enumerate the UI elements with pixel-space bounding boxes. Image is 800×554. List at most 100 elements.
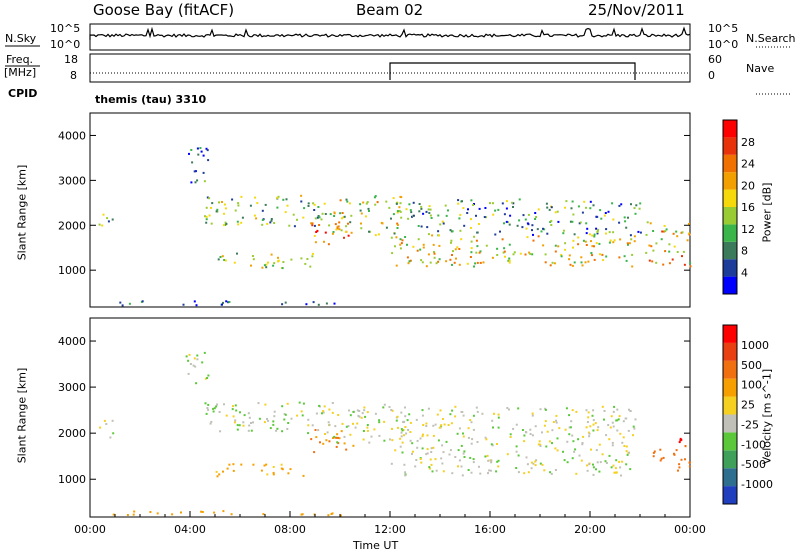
scatter-cell <box>688 461 691 464</box>
scatter-cell <box>622 420 625 423</box>
scatter-cell <box>530 461 533 464</box>
scatter-cell <box>328 408 331 411</box>
scatter-cell <box>566 461 569 464</box>
scatter-cell <box>347 222 349 225</box>
scatter-cell <box>432 424 435 427</box>
scatter-cell <box>293 225 296 228</box>
scatter-cell <box>354 426 357 429</box>
scatter-cell <box>457 449 460 452</box>
scatter-cell <box>662 230 665 233</box>
scatter-cell <box>633 427 636 430</box>
scatter-cell <box>659 459 662 462</box>
scatter-cell <box>378 419 381 422</box>
scatter-cell <box>603 410 606 412</box>
x-tick-label: 12:00 <box>374 523 406 536</box>
scatter-cell <box>605 232 607 235</box>
scatter-cell <box>516 224 519 227</box>
scatter-cell <box>240 195 243 198</box>
scatter-cell <box>349 414 352 417</box>
freq-panel-frame <box>89 53 691 83</box>
colorbar-tick-label: -100 <box>741 438 766 451</box>
scatter-cell <box>678 466 681 469</box>
scatter-cell <box>224 223 227 226</box>
scatter-cell <box>508 223 511 226</box>
scatter-cell <box>506 407 509 409</box>
nsky-label: N.Sky <box>5 32 37 45</box>
scatter-cell <box>429 261 432 264</box>
scatter-cell <box>578 454 581 457</box>
scatter-cell <box>525 456 528 459</box>
scatter-cell <box>339 514 342 517</box>
scatter-cell <box>573 450 576 453</box>
scatter-cell <box>508 259 511 262</box>
scatter-cell <box>587 431 590 434</box>
scatter-cell <box>420 205 423 208</box>
scatter-cell <box>206 196 209 199</box>
scatter-cell <box>497 208 500 211</box>
scatter-cell <box>688 233 691 236</box>
scatter-cell <box>460 238 463 241</box>
scatter-cell <box>583 200 586 203</box>
scatter-cell <box>612 218 615 221</box>
scatter-cell <box>577 243 580 246</box>
scatter-cell <box>437 214 440 217</box>
scatter-cell <box>680 458 683 461</box>
scatter-cell <box>496 247 499 250</box>
colorbar-swatch <box>723 154 737 173</box>
scatter-cell <box>631 253 634 256</box>
scatter-cell <box>374 195 377 198</box>
scatter-cell <box>302 474 305 477</box>
scatter-cell <box>551 261 554 264</box>
scatter-cell <box>298 401 301 404</box>
scatter-cell <box>428 205 431 208</box>
scatter-cell <box>326 431 329 434</box>
scatter-cell <box>334 425 337 428</box>
scatter-cell <box>218 201 220 204</box>
scatter-cell <box>589 207 592 210</box>
scatter-cell <box>494 233 497 236</box>
scatter-cell <box>623 255 626 258</box>
colorbar-swatch <box>723 396 737 415</box>
scatter-cell <box>497 413 500 416</box>
scatter-cell <box>668 250 671 253</box>
scatter-cell <box>409 439 412 442</box>
scatter-cell <box>628 451 631 454</box>
scatter-cell <box>399 202 402 205</box>
scatter-cell <box>458 427 461 430</box>
scatter-cell <box>258 417 261 420</box>
scatter-cell <box>300 513 303 516</box>
scatter-cell <box>196 358 199 361</box>
scatter-cell <box>336 441 339 444</box>
scatter-cell <box>200 150 203 153</box>
scatter-cell <box>205 412 208 415</box>
scatter-cell <box>408 260 411 263</box>
scatter-cell <box>537 443 540 446</box>
scatter-cell <box>616 429 619 432</box>
scatter-cell <box>608 438 611 441</box>
scatter-cell <box>192 364 195 367</box>
scatter-cell <box>250 422 252 424</box>
scatter-cell <box>119 301 122 304</box>
scatter-cell <box>300 410 303 413</box>
scatter-cell <box>648 244 651 247</box>
scatter-cell <box>290 258 293 261</box>
scatter-cell <box>307 418 310 421</box>
scatter-cell <box>391 427 393 430</box>
scatter-cell <box>223 259 226 261</box>
x-tick-label: 00:00 <box>674 523 706 536</box>
scatter-cell <box>595 468 597 471</box>
scatter-cell <box>528 251 531 254</box>
scatter-cell <box>497 426 500 429</box>
scatter-cell <box>302 216 305 219</box>
scatter-cell <box>530 467 533 470</box>
scatter-cell <box>534 460 537 463</box>
scatter-cell <box>207 403 210 406</box>
scatter-cell <box>307 424 310 427</box>
scatter-cell <box>462 432 464 435</box>
scatter-cell <box>400 428 403 431</box>
scatter-cell <box>630 203 632 206</box>
scatter-cell <box>607 424 610 426</box>
scatter-cell <box>224 221 227 224</box>
scatter-cell <box>232 405 234 408</box>
scatter-cell <box>207 408 210 411</box>
